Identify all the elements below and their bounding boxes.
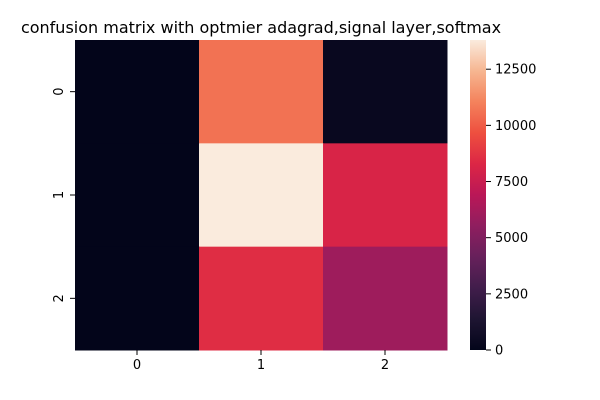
heatmap-cell-2-0 [75,246,200,351]
colorbar-tick-label: 0 [495,344,503,359]
heatmap-cell-1-1 [199,143,324,248]
x-axis: 0 1 2 [133,350,389,373]
heatmap-cell-2-2 [323,246,448,351]
heatmap-cell-1-2 [323,143,448,248]
heatmap-cell-0-2 [323,40,448,144]
heatmap-cell-2-1 [199,246,324,351]
heatmap-cell-0-1 [199,40,324,144]
y-tick-label: 2 [52,294,67,302]
chart-title: confusion matrix with optmier adagrad,si… [21,18,501,37]
colorbar-tick-label: 7500 [495,175,528,190]
colorbar-tick-label: 5000 [495,231,528,246]
colorbar-tick-label: 2500 [495,287,528,302]
y-tick-label: 0 [52,88,67,96]
colorbar-axis: 0 2500 5000 7500 10000 12500 [486,63,536,359]
heatmap-cell-0-0 [75,40,200,144]
heatmap-cells [75,40,448,351]
x-tick-label: 1 [257,358,265,373]
colorbar-tick-label: 12500 [495,63,536,78]
x-tick-label: 0 [133,358,141,373]
colorbar [470,40,486,350]
x-tick-label: 2 [381,358,389,373]
y-axis: 0 1 2 [52,88,75,302]
colorbar-tick-label: 10000 [495,119,536,134]
y-tick-label: 1 [52,191,67,199]
heatmap-cell-1-0 [75,143,200,248]
